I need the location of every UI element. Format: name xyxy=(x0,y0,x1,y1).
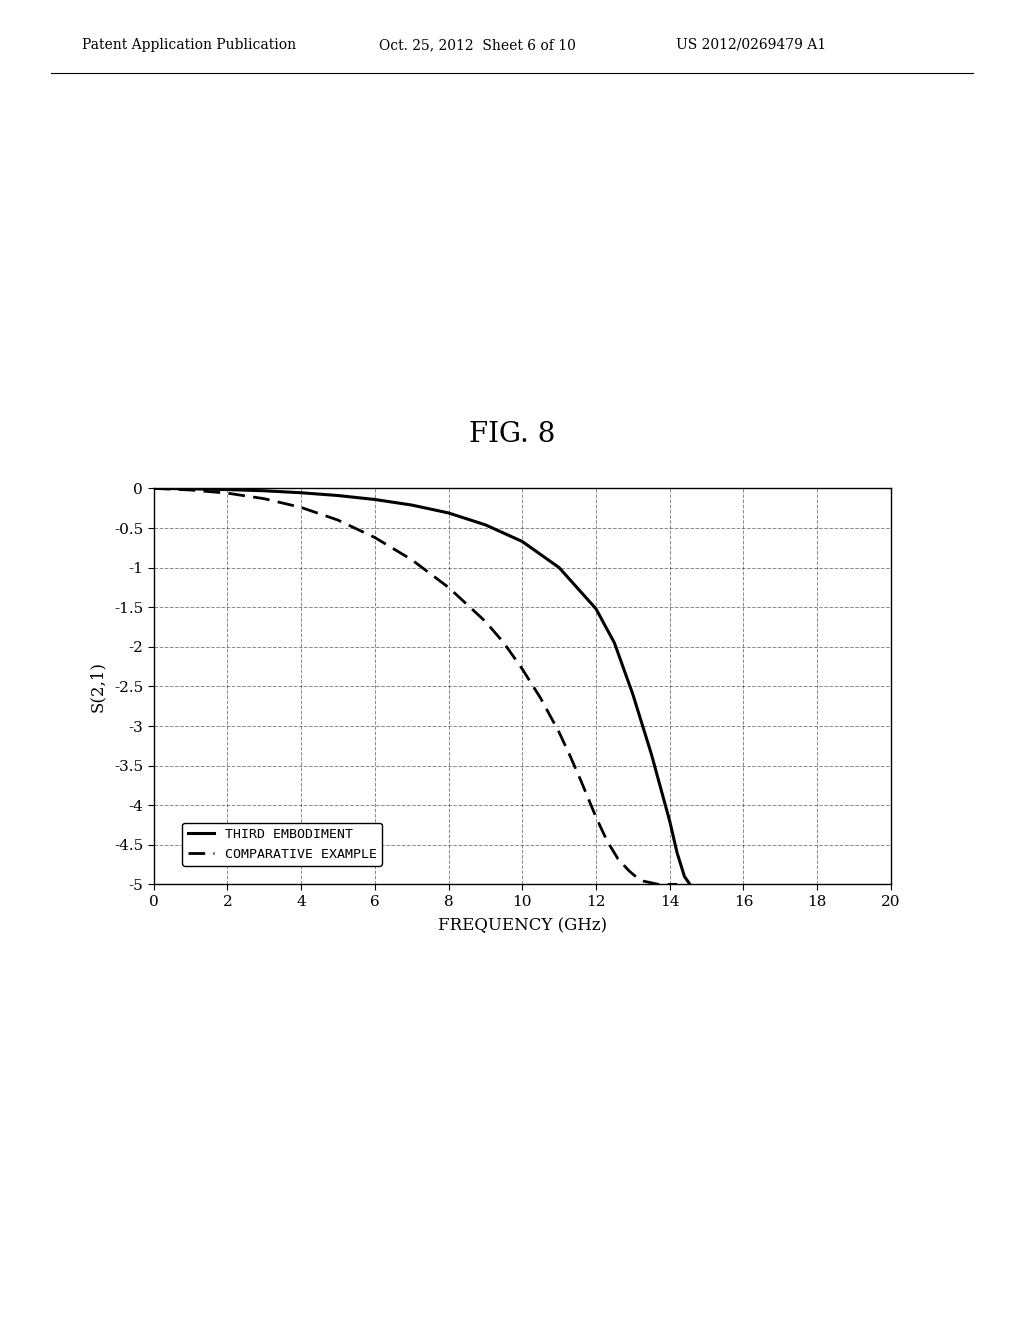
THIRD EMBODIMENT xyxy=(369,491,381,507)
THIRD EMBODIMENT xyxy=(184,480,197,496)
COMPARATIVE EXAMPLE xyxy=(623,863,635,879)
COMPARATIVE EXAMPLE xyxy=(638,874,650,890)
COMPARATIVE EXAMPLE xyxy=(564,748,577,764)
COMPARATIVE EXAMPLE xyxy=(553,725,565,741)
COMPARATIVE EXAMPLE xyxy=(258,491,270,507)
Legend: THIRD EMBODIMENT, COMPARATIVE EXAMPLE: THIRD EMBODIMENT, COMPARATIVE EXAMPLE xyxy=(182,822,382,866)
COMPARATIVE EXAMPLE xyxy=(516,661,528,677)
THIRD EMBODIMENT xyxy=(221,482,233,498)
X-axis label: FREQUENCY (GHz): FREQUENCY (GHz) xyxy=(437,917,607,935)
Y-axis label: S(2,1): S(2,1) xyxy=(89,661,105,711)
THIRD EMBODIMENT xyxy=(671,845,683,861)
THIRD EMBODIMENT xyxy=(332,487,344,503)
COMPARATIVE EXAMPLE xyxy=(332,512,344,528)
COMPARATIVE EXAMPLE xyxy=(166,482,178,498)
Line: THIRD EMBODIMENT: THIRD EMBODIMENT xyxy=(154,488,690,884)
COMPARATIVE EXAMPLE xyxy=(406,552,418,568)
THIRD EMBODIMENT xyxy=(678,869,690,884)
COMPARATIVE EXAMPLE xyxy=(442,579,455,595)
COMPARATIVE EXAMPLE xyxy=(479,614,492,630)
THIRD EMBODIMENT xyxy=(295,484,307,500)
Text: US 2012/0269479 A1: US 2012/0269479 A1 xyxy=(676,38,826,51)
THIRD EMBODIMENT xyxy=(608,635,621,651)
Text: Patent Application Publication: Patent Application Publication xyxy=(82,38,296,51)
COMPARATIVE EXAMPLE xyxy=(184,482,197,498)
COMPARATIVE EXAMPLE xyxy=(671,876,683,892)
COMPARATIVE EXAMPLE xyxy=(147,480,160,496)
THIRD EMBODIMENT xyxy=(553,560,565,576)
THIRD EMBODIMENT xyxy=(664,813,676,829)
COMPARATIVE EXAMPLE xyxy=(645,875,657,891)
Text: Oct. 25, 2012  Sheet 6 of 10: Oct. 25, 2012 Sheet 6 of 10 xyxy=(379,38,575,51)
COMPARATIVE EXAMPLE xyxy=(664,876,676,892)
COMPARATIVE EXAMPLE xyxy=(369,529,381,545)
COMPARATIVE EXAMPLE xyxy=(221,486,233,502)
COMPARATIVE EXAMPLE xyxy=(612,851,625,867)
THIRD EMBODIMENT xyxy=(258,483,270,499)
COMPARATIVE EXAMPLE xyxy=(498,635,510,651)
Line: COMPARATIVE EXAMPLE: COMPARATIVE EXAMPLE xyxy=(154,488,677,884)
THIRD EMBODIMENT xyxy=(516,533,528,549)
THIRD EMBODIMENT xyxy=(627,686,639,702)
COMPARATIVE EXAMPLE xyxy=(295,499,307,515)
THIRD EMBODIMENT xyxy=(645,746,657,762)
THIRD EMBODIMENT xyxy=(684,876,696,892)
COMPARATIVE EXAMPLE xyxy=(535,690,547,706)
THIRD EMBODIMENT xyxy=(147,480,160,496)
Text: FIG. 8: FIG. 8 xyxy=(469,421,555,449)
COMPARATIVE EXAMPLE xyxy=(590,809,602,825)
THIRD EMBODIMENT xyxy=(442,506,455,521)
THIRD EMBODIMENT xyxy=(406,498,418,513)
COMPARATIVE EXAMPLE xyxy=(652,876,665,892)
COMPARATIVE EXAMPLE xyxy=(601,833,613,849)
THIRD EMBODIMENT xyxy=(479,517,492,533)
COMPARATIVE EXAMPLE xyxy=(575,774,588,789)
THIRD EMBODIMENT xyxy=(590,601,602,616)
COMPARATIVE EXAMPLE xyxy=(631,870,643,886)
